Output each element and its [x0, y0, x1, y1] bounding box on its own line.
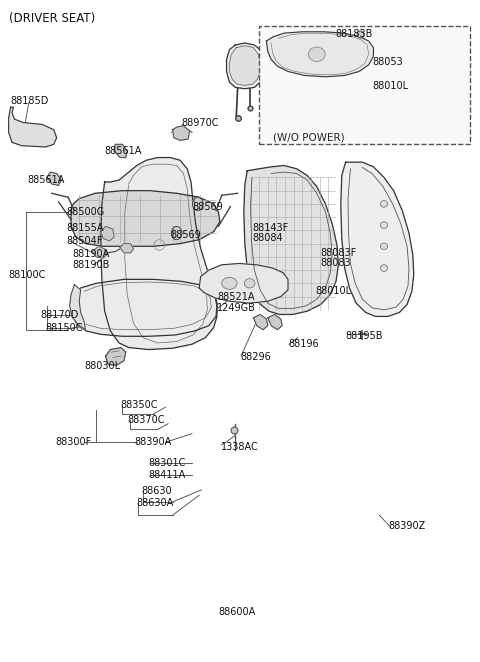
Polygon shape: [244, 166, 338, 314]
Polygon shape: [101, 226, 114, 241]
Polygon shape: [173, 126, 190, 140]
Text: 88183B: 88183B: [335, 29, 372, 40]
Text: 88370C: 88370C: [127, 415, 165, 426]
Text: 88010L: 88010L: [372, 81, 408, 91]
Text: 88970C: 88970C: [181, 118, 219, 128]
Text: 88083F: 88083F: [321, 248, 357, 258]
Polygon shape: [106, 348, 126, 365]
Text: 88100C: 88100C: [9, 269, 46, 280]
Polygon shape: [47, 172, 61, 185]
Text: (W/O POWER): (W/O POWER): [273, 132, 344, 142]
Ellipse shape: [380, 243, 388, 250]
Text: 88521A: 88521A: [217, 291, 254, 302]
Text: 1338AC: 1338AC: [221, 442, 259, 452]
Text: 88500G: 88500G: [66, 207, 105, 217]
Text: 88185D: 88185D: [11, 95, 49, 106]
Text: 88296: 88296: [240, 352, 271, 363]
Polygon shape: [92, 246, 107, 258]
Text: 88150C: 88150C: [46, 322, 83, 333]
Text: 88630: 88630: [142, 486, 172, 496]
Text: 88170D: 88170D: [41, 310, 79, 320]
Text: 88561A: 88561A: [105, 146, 142, 156]
Text: 88030L: 88030L: [84, 361, 120, 371]
Text: 88300F: 88300F: [55, 437, 92, 448]
Polygon shape: [9, 107, 57, 147]
Text: 88569: 88569: [192, 201, 223, 212]
Text: 88010L: 88010L: [316, 286, 352, 297]
Text: 88390A: 88390A: [134, 437, 172, 448]
Polygon shape: [71, 279, 217, 336]
Polygon shape: [114, 144, 127, 158]
Ellipse shape: [171, 226, 182, 240]
Text: 88561A: 88561A: [28, 175, 65, 185]
Ellipse shape: [192, 197, 203, 211]
Polygon shape: [71, 191, 220, 246]
Text: 88411A: 88411A: [149, 470, 186, 481]
Text: (DRIVER SEAT): (DRIVER SEAT): [9, 12, 95, 25]
Text: 88195B: 88195B: [346, 331, 383, 342]
Text: 88504F: 88504F: [66, 236, 103, 246]
Text: 88143F: 88143F: [252, 222, 288, 233]
Text: 88084: 88084: [252, 233, 283, 244]
Text: 88301C: 88301C: [149, 458, 186, 469]
Ellipse shape: [244, 279, 255, 288]
Text: 88190A: 88190A: [72, 249, 109, 260]
Text: 88600A: 88600A: [218, 607, 256, 618]
Polygon shape: [101, 158, 217, 350]
Polygon shape: [120, 244, 133, 253]
Text: 88083: 88083: [321, 258, 351, 269]
Polygon shape: [266, 32, 373, 77]
Text: 88569: 88569: [170, 230, 201, 240]
Polygon shape: [268, 314, 282, 330]
Polygon shape: [229, 46, 260, 85]
Ellipse shape: [309, 47, 325, 62]
Polygon shape: [227, 43, 263, 89]
Text: 88053: 88053: [372, 56, 403, 67]
Text: 88196: 88196: [288, 339, 319, 350]
Ellipse shape: [380, 265, 388, 271]
Ellipse shape: [380, 222, 388, 228]
Text: 88155A: 88155A: [66, 222, 104, 233]
Ellipse shape: [222, 277, 237, 289]
Polygon shape: [199, 263, 288, 303]
Text: 88390Z: 88390Z: [389, 521, 426, 532]
Bar: [259, 26, 470, 144]
Text: 88630A: 88630A: [137, 498, 174, 508]
Polygon shape: [70, 285, 85, 330]
Text: 88190B: 88190B: [72, 260, 109, 270]
Ellipse shape: [380, 201, 388, 207]
Polygon shape: [341, 162, 414, 316]
Polygon shape: [253, 314, 268, 330]
Text: 1249GB: 1249GB: [217, 303, 256, 313]
Text: 88350C: 88350C: [120, 400, 157, 410]
